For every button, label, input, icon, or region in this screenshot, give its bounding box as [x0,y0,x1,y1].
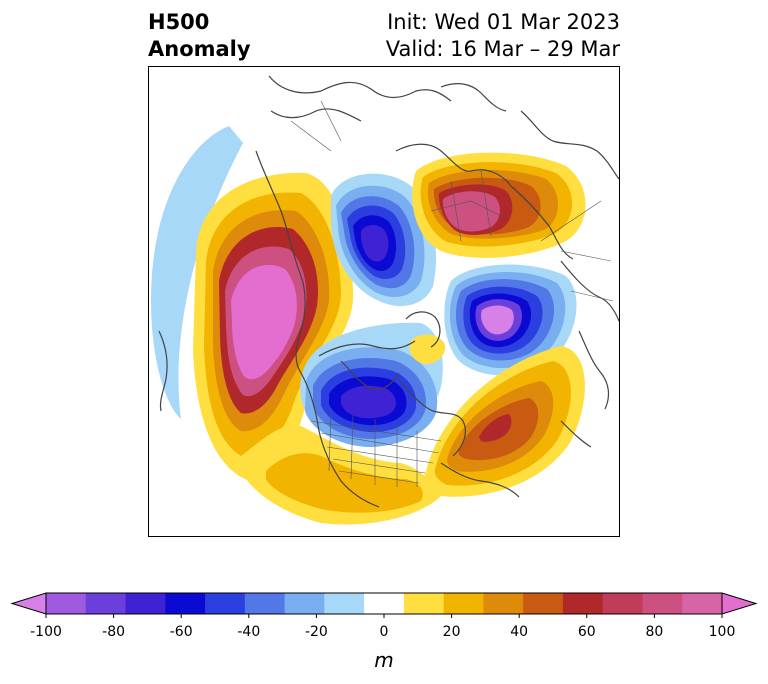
colorbar-tick-label: 100 [708,624,736,640]
valid-range: Valid: 16 Mar – 29 Mar [385,37,620,61]
colorbar-tick-label: -40 [237,624,261,640]
borders [290,100,614,487]
colorbar-segment [483,593,524,614]
colorbar-segment [523,593,564,614]
colorbar-segment [682,593,723,614]
colorbar-tick-label: 40 [510,624,529,640]
forecast-period: Init: Wed 01 Mar 2023 Valid: 16 Mar – 29… [386,9,620,63]
anomaly-south-moderate-positive [266,453,423,513]
anomaly-map [148,66,620,537]
colorbar-segment [364,593,405,614]
colorbar-segment [562,593,604,614]
anomaly-siberia-negative [444,264,577,376]
colorbar-tick-label: 80 [645,624,664,640]
colorbar-extend-max [721,592,758,615]
colorbar [10,592,758,618]
colorbar-tick-label: -80 [102,624,126,640]
anomaly-pacific-positive [424,346,585,497]
colorbar-segment [125,593,166,614]
colorbar-tick-label: -100 [30,624,62,640]
colorbar-ticks [45,614,723,618]
map-title: H500 Anomaly [148,9,251,63]
anomaly-europe-positive [412,152,586,258]
colorbar-segments [10,592,758,615]
colorbar-unit: m [374,648,394,672]
anomaly-west-positive [193,172,354,481]
init-date: Init: Wed 01 Mar 2023 [387,10,620,34]
title-line-1: H500 [148,10,210,34]
colorbar-extend-min [10,592,47,615]
colorbar-segment [46,593,87,614]
colorbar-tick-label: 0 [379,624,389,640]
colorbar-tick-label: -20 [304,624,328,640]
anomaly-west-weak-negative [151,126,243,419]
colorbar-tick-label: 60 [577,624,596,640]
colorbar-segment [602,593,643,614]
colorbar-segment [324,593,365,614]
colorbar-segment [642,593,683,614]
colorbar-segment [403,593,445,614]
colorbar-segment [443,593,484,614]
anomaly-map-svg [151,75,619,525]
colorbar-tick-label: 20 [442,624,461,640]
colorbar-segment [244,593,286,614]
colorbar-tick-label: -60 [169,624,193,640]
title-line-2: Anomaly [148,37,251,61]
anomaly-greenland-negative [331,173,437,306]
colorbar-segment [165,593,206,614]
colorbar-segment [85,593,127,614]
coastlines [158,75,619,508]
colorbar-segment [284,593,325,614]
anomaly-north-america-negative [305,347,438,447]
colorbar-segment [205,593,246,614]
